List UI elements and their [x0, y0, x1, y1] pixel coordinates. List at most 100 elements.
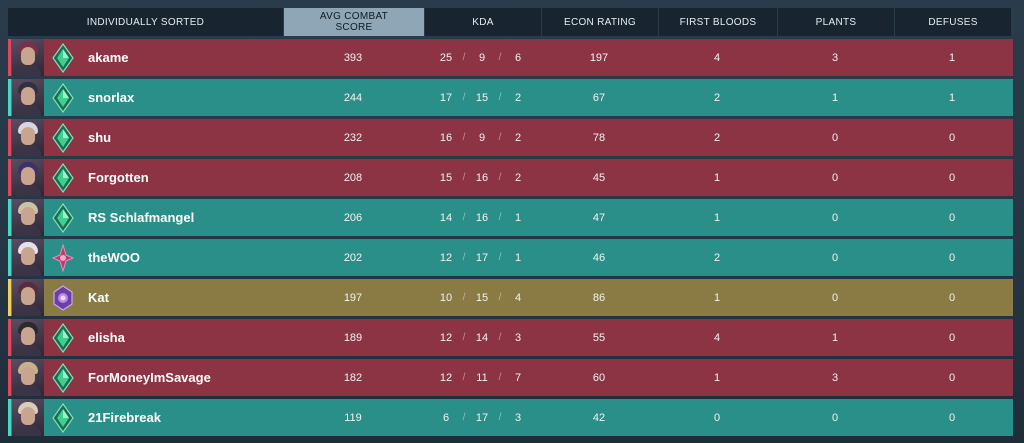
player-name: ForMoneyImSavage [88, 370, 211, 385]
kda-value: 12 / 17 / 1 [424, 239, 540, 276]
kda-separator: / [462, 292, 466, 303]
plants-value: 1 [831, 91, 839, 104]
team-color-bar [8, 279, 11, 316]
player-name: 21Firebreak [88, 410, 161, 425]
scoreboard: INDIVIDUALLY SORTED AVG COMBAT SCORE KDA … [8, 8, 1013, 436]
deaths-value: 9 [478, 51, 486, 64]
sort-econ-header[interactable]: ECON RATING [542, 8, 658, 36]
first-bloods-value: 0 [713, 411, 721, 424]
plants-value: 0 [831, 411, 839, 424]
player-cell: Kat [11, 279, 283, 316]
player-row[interactable]: 21Firebreak 119 6 / 17 / 3 42 0 0 0 [8, 399, 1013, 436]
assists-value: 4 [514, 291, 522, 304]
sort-first-bloods-header[interactable]: FIRST BLOODS [659, 8, 777, 36]
first-bloods-value: 2 [713, 91, 721, 104]
player-row[interactable]: Forgotten 208 15 / 16 / 2 45 1 0 0 [8, 159, 1013, 196]
assists-value: 6 [514, 51, 522, 64]
player-row[interactable]: shu 232 16 / 9 / 2 78 2 0 0 [8, 119, 1013, 156]
emerald-rank-icon [46, 39, 80, 76]
player-row[interactable]: akame 393 25 / 9 / 6 197 4 3 1 [8, 39, 1013, 76]
kills-value: 12 [439, 331, 453, 344]
player-name: RS Schlafmangel [88, 210, 195, 225]
deaths-value: 15 [475, 91, 489, 104]
team-color-bar [8, 239, 11, 276]
player-rows: akame 393 25 / 9 / 6 197 4 3 1 snorlax [8, 39, 1013, 436]
deaths-value: 14 [475, 331, 489, 344]
emerald-rank-icon [46, 79, 80, 116]
kda-separator: / [462, 412, 466, 423]
acs-value: 232 [343, 131, 363, 144]
defuses-value: 1 [948, 91, 956, 104]
kda-separator: / [462, 252, 466, 263]
defuses-value: 0 [948, 291, 956, 304]
sort-plants-header[interactable]: PLANTS [778, 8, 894, 36]
kda-separator: / [498, 172, 502, 183]
assists-value: 3 [514, 411, 522, 424]
econ-value: 47 [592, 211, 606, 224]
kda-value: 17 / 15 / 2 [424, 79, 540, 116]
agent-portrait [12, 359, 44, 396]
acs-header-line2: SCORE [335, 22, 373, 33]
assists-value: 2 [514, 171, 522, 184]
first-bloods-value: 1 [713, 171, 721, 184]
first-bloods-value: 1 [713, 211, 721, 224]
econ-value: 42 [592, 411, 606, 424]
team-color-bar [8, 79, 11, 116]
acs-value: 202 [343, 251, 363, 264]
emerald-rank-icon [46, 119, 80, 156]
agent-portrait [12, 199, 44, 236]
sort-kda-header[interactable]: KDA [425, 8, 541, 36]
kda-value: 6 / 17 / 3 [424, 399, 540, 436]
sort-defuses-header[interactable]: DEFUSES [895, 8, 1011, 36]
player-cell: theWOO [11, 239, 283, 276]
agent-portrait [12, 159, 44, 196]
acs-value: 244 [343, 91, 363, 104]
kills-value: 25 [439, 51, 453, 64]
kda-separator: / [498, 132, 502, 143]
econ-value: 60 [592, 371, 606, 384]
emerald-rank-icon [46, 399, 80, 436]
player-cell: 21Firebreak [11, 399, 283, 436]
kda-separator: / [498, 252, 502, 263]
kills-value: 14 [439, 211, 453, 224]
player-name: shu [88, 130, 112, 145]
deaths-value: 9 [478, 131, 486, 144]
assists-value: 7 [514, 371, 522, 384]
kda-separator: / [498, 332, 502, 343]
plants-value: 3 [831, 371, 839, 384]
deaths-value: 17 [475, 411, 489, 424]
player-name: theWOO [88, 250, 140, 265]
player-row[interactable]: RS Schlafmangel 206 14 / 16 / 1 47 1 0 0 [8, 199, 1013, 236]
plants-value: 0 [831, 291, 839, 304]
team-color-bar [8, 199, 11, 236]
defuses-value: 0 [948, 331, 956, 344]
kda-value: 25 / 9 / 6 [424, 39, 540, 76]
defuses-value: 0 [948, 211, 956, 224]
agent-portrait [12, 399, 44, 436]
econ-value: 197 [589, 51, 609, 64]
emerald-rank-icon [46, 359, 80, 396]
emerald-rank-icon [46, 199, 80, 236]
sort-acs-header[interactable]: AVG COMBAT SCORE [284, 8, 424, 36]
sort-player-header[interactable]: INDIVIDUALLY SORTED [8, 8, 283, 36]
deaths-value: 16 [475, 211, 489, 224]
player-name: snorlax [88, 90, 135, 105]
player-row[interactable]: ForMoneyImSavage 182 12 / 11 / 7 60 1 3 … [8, 359, 1013, 396]
agent-portrait [12, 39, 44, 76]
kills-value: 17 [439, 91, 453, 104]
player-row[interactable]: theWOO 202 12 / 17 / 1 46 2 0 0 [8, 239, 1013, 276]
kda-value: 14 / 16 / 1 [424, 199, 540, 236]
player-row[interactable]: snorlax 244 17 / 15 / 2 67 2 1 1 [8, 79, 1013, 116]
deaths-value: 11 [476, 371, 488, 384]
acs-value: 189 [343, 331, 363, 344]
econ-value: 78 [592, 131, 606, 144]
assists-value: 2 [514, 131, 522, 144]
player-row[interactable]: Kat 197 10 / 15 / 4 86 1 0 0 [8, 279, 1013, 316]
player-cell: akame [11, 39, 283, 76]
kills-value: 12 [439, 371, 453, 384]
kda-separator: / [498, 412, 502, 423]
defuses-value: 0 [948, 131, 956, 144]
acs-value: 197 [343, 291, 363, 304]
acs-value: 206 [343, 211, 363, 224]
player-row[interactable]: elisha 189 12 / 14 / 3 55 4 1 0 [8, 319, 1013, 356]
